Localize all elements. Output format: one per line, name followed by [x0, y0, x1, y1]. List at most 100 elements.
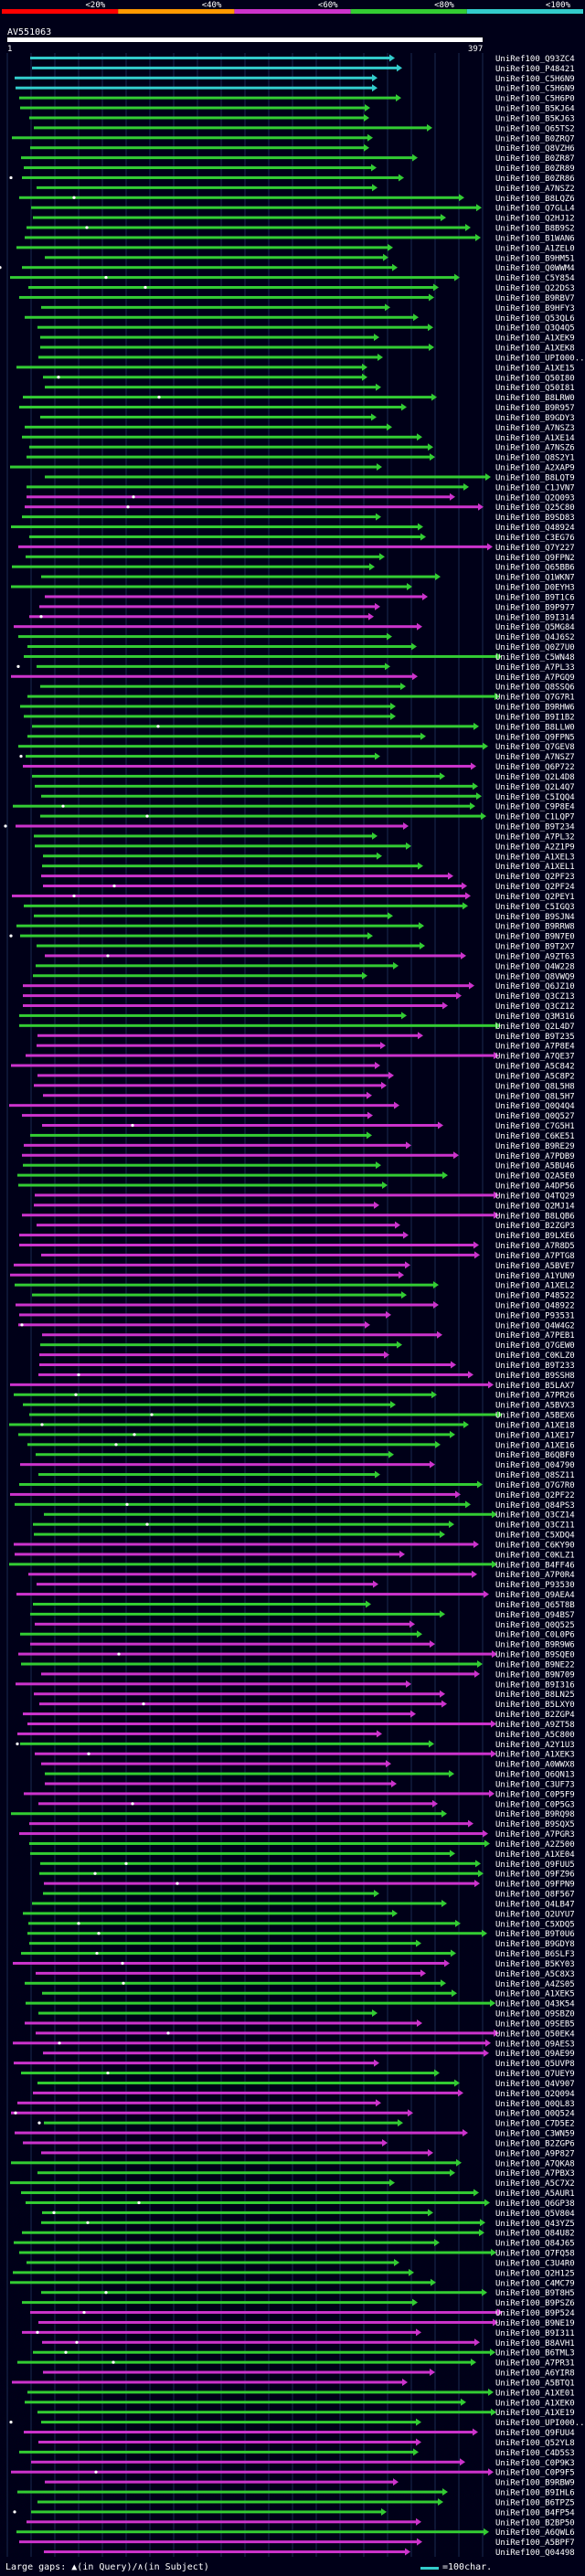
hit-row[interactable]: UniRef100_B9SQE0	[18, 1650, 575, 1660]
hit-row[interactable]: UniRef100_Q2PF23	[41, 872, 575, 883]
hit-row[interactable]: UniRef100_A1XEK9	[40, 334, 575, 344]
hit-row[interactable]: UniRef100_Q0WWM4	[0, 263, 575, 274]
hit-row[interactable]: UniRef100_A1ZEL0	[16, 243, 575, 254]
hit-row[interactable]: UniRef100_Q2H125	[13, 2268, 575, 2279]
hit-label[interactable]: UniRef100_B5LXY0	[495, 1701, 575, 1710]
hit-label[interactable]: UniRef100_B9RE29	[495, 1142, 575, 1151]
hit-label[interactable]: UniRef100_B8LRW0	[495, 394, 575, 403]
hit-row[interactable]: UniRef100_B9NE19	[38, 2318, 575, 2328]
hit-row[interactable]: UniRef100_A7PGQ9	[11, 673, 575, 683]
hit-row[interactable]: UniRef100_Q50EK4	[36, 2029, 575, 2040]
hit-label[interactable]: UniRef100_Q0WWM4	[495, 264, 575, 273]
hit-row[interactable]: UniRef100_Q9AES3	[13, 2039, 575, 2050]
hit-row[interactable]: UniRef100_Q7UEY9	[21, 2069, 575, 2080]
hit-label[interactable]: UniRef100_Q9FUU4	[495, 2429, 575, 2438]
hit-row[interactable]: UniRef100_A5C800	[17, 1730, 575, 1740]
hit-row[interactable]: UniRef100_A7PDB9	[22, 1151, 575, 1161]
hit-label[interactable]: UniRef100_Q8SSQ6	[495, 684, 575, 693]
hit-row[interactable]: UniRef100_Q5V804	[42, 2209, 575, 2219]
hit-row[interactable]: UniRef100_A7NSZ2	[37, 184, 575, 194]
hit-label[interactable]: UniRef100_A2Z500	[495, 1840, 575, 1850]
hit-label[interactable]: UniRef100_A5BVX3	[495, 1402, 575, 1411]
hit-label[interactable]: UniRef100_B4FP54	[495, 2508, 575, 2518]
hit-row[interactable]: UniRef100_Q04498	[44, 2548, 575, 2559]
hit-label[interactable]: UniRef100_Q8VZH6	[495, 144, 575, 154]
hit-label[interactable]: UniRef100_Q2MJ14	[495, 1202, 575, 1211]
hit-label[interactable]: UniRef100_A4DP56	[495, 1182, 575, 1192]
hit-label[interactable]: UniRef100_Q9FUU5	[495, 1860, 575, 1870]
hit-row[interactable]: UniRef100_B4FF46	[9, 1560, 575, 1571]
hit-label[interactable]: UniRef100_C6KE51	[495, 1132, 575, 1141]
hit-label[interactable]: UniRef100_Q7G7R0	[495, 1481, 575, 1490]
hit-row[interactable]: UniRef100_Q6GP38	[26, 2199, 575, 2209]
hit-row[interactable]: UniRef100_A7PTG8	[41, 1251, 575, 1261]
hit-label[interactable]: UniRef100_C5XDQ4	[495, 1532, 575, 1541]
hit-label[interactable]: UniRef100_A1XE19	[495, 2409, 575, 2418]
hit-row[interactable]: UniRef100_Q5MG84	[14, 622, 575, 633]
hit-label[interactable]: UniRef100_C5IQQ4	[495, 793, 575, 802]
hit-row[interactable]: UniRef100_A4DP56	[18, 1182, 575, 1192]
hit-row[interactable]: UniRef100_Q2HJ12	[33, 214, 575, 224]
hit-label[interactable]: UniRef100_Q48922	[495, 1302, 575, 1311]
hit-row[interactable]: UniRef100_B9T2X7	[37, 942, 575, 952]
hit-label[interactable]: UniRef100_Q2L4Q7	[495, 783, 575, 792]
hit-label[interactable]: UniRef100_B9T0U6	[495, 1930, 575, 1939]
hit-label[interactable]: UniRef100_B9RBW9	[495, 2479, 575, 2488]
hit-row[interactable]: UniRef100_Q6QN13	[45, 1770, 575, 1780]
hit-row[interactable]: UniRef100_B9P977	[0, 602, 575, 613]
hit-label[interactable]: UniRef100_UPI000...	[495, 2419, 585, 2428]
hit-label[interactable]: UniRef100_UPI000...	[495, 354, 585, 363]
hit-label[interactable]: UniRef100_B9P524	[495, 2309, 575, 2318]
hit-row[interactable]: UniRef100_Q50I80	[43, 373, 575, 384]
hit-label[interactable]: UniRef100_Q53QL6	[495, 314, 575, 323]
hit-row[interactable]: UniRef100_Q65TS2	[34, 123, 575, 134]
hit-label[interactable]: UniRef100_Q2UYU7	[495, 1910, 575, 1919]
hit-label[interactable]: UniRef100_A4ZS05	[495, 1980, 575, 1989]
hit-label[interactable]: UniRef100_A7PEB1	[495, 1331, 575, 1341]
hit-label[interactable]: UniRef100_Q8VWQ9	[495, 972, 575, 981]
hit-label[interactable]: UniRef100_A1XE15	[495, 364, 575, 373]
hit-label[interactable]: UniRef100_B8LQT9	[495, 473, 575, 482]
hit-row[interactable]: UniRef100_B9GDY8	[29, 1939, 575, 1950]
hit-label[interactable]: UniRef100_A2XAP9	[495, 464, 575, 473]
hit-row[interactable]: UniRef100_B0ZR89	[24, 164, 575, 175]
hit-row[interactable]: UniRef100_A5C8P2	[37, 1071, 575, 1082]
hit-label[interactable]: UniRef100_Q04498	[495, 2549, 575, 2558]
hit-label[interactable]: UniRef100_Q84J65	[495, 2240, 575, 2249]
hit-row[interactable]: UniRef100_C0P9K3	[31, 2458, 575, 2468]
hit-row[interactable]: UniRef100_Q48922	[16, 1301, 575, 1311]
hit-label[interactable]: UniRef100_A1XE17	[495, 1431, 575, 1440]
hit-row[interactable]: UniRef100_A1XE01	[27, 2388, 575, 2399]
hit-label[interactable]: UniRef100_A7QE37	[495, 1053, 575, 1062]
hit-row[interactable]: UniRef100_B0ZRQ7	[12, 133, 575, 144]
hit-row[interactable]: UniRef100_B9RRW8	[16, 922, 575, 932]
hit-label[interactable]: UniRef100_Q0Q525	[495, 1621, 575, 1630]
hit-row[interactable]: UniRef100_Q8F567	[43, 1890, 575, 1900]
hit-row[interactable]: UniRef100_C3UF73	[45, 1779, 575, 1790]
hit-label[interactable]: UniRef100_Q50I80	[495, 374, 575, 383]
hit-label[interactable]: UniRef100_P48421	[495, 65, 575, 74]
hit-row[interactable]: UniRef100_Q25C80	[25, 503, 575, 514]
hit-label[interactable]: UniRef100_C0P9K3	[495, 2459, 575, 2468]
hit-row[interactable]: UniRef100_Q4LB47	[32, 1899, 575, 1910]
hit-row[interactable]: UniRef100_C5H6P0	[0, 94, 575, 104]
hit-row[interactable]: UniRef100_C3U4R0	[27, 2258, 575, 2269]
hit-label[interactable]: UniRef100_Q5MG84	[495, 623, 575, 632]
hit-label[interactable]: UniRef100_P48522	[495, 1292, 575, 1301]
hit-label[interactable]: UniRef100_A6QWL6	[495, 2528, 575, 2538]
hit-row[interactable]: UniRef100_B9T0U6	[27, 1929, 575, 1940]
hit-row[interactable]: UniRef100_Q0Z7U0	[27, 642, 575, 653]
hit-label[interactable]: UniRef100_A5BEX6	[495, 1412, 575, 1421]
hit-label[interactable]: UniRef100_Q4W228	[495, 962, 575, 971]
hit-row[interactable]: UniRef100_UPI000...	[38, 353, 585, 364]
hit-label[interactable]: UniRef100_A7PR31	[495, 2359, 575, 2369]
hit-label[interactable]: UniRef100_B2ZGP3	[495, 1222, 575, 1231]
hit-row[interactable]: UniRef100_A7PR31	[17, 2359, 575, 2369]
hit-label[interactable]: UniRef100_A5BVE7	[495, 1262, 575, 1271]
hit-label[interactable]: UniRef100_C9P8E4	[495, 803, 575, 812]
hit-label[interactable]: UniRef100_Q2L4D8	[495, 773, 575, 782]
hit-row[interactable]: UniRef100_A1XE04	[30, 1850, 575, 1860]
hit-row[interactable]: UniRef100_Q53QL6	[25, 313, 575, 323]
hit-row[interactable]: UniRef100_C6KE51	[30, 1131, 575, 1141]
hit-row[interactable]: UniRef100_C1LQP7	[40, 812, 575, 822]
